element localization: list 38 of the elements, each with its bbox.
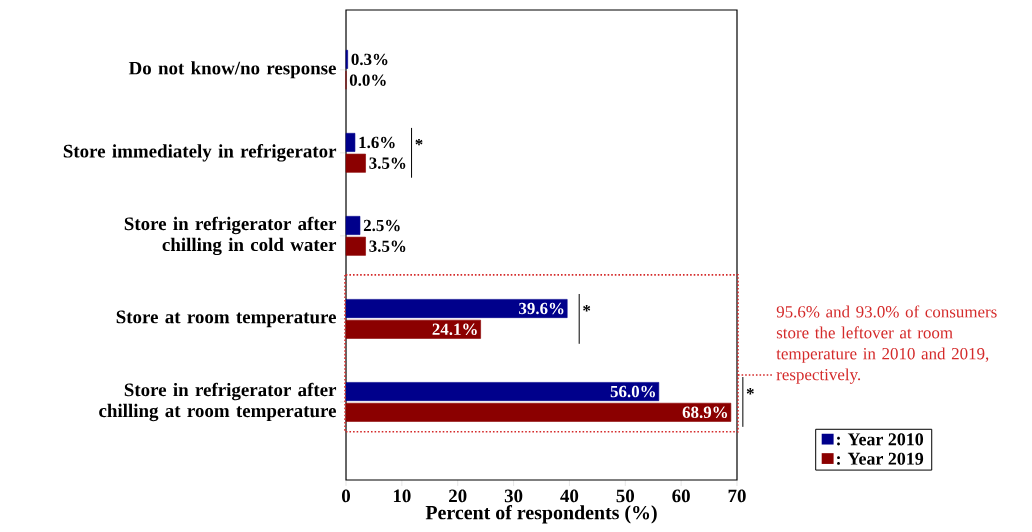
data-label: 56.0% [610,385,656,398]
y-tick-label: Store at room temperature [116,310,336,328]
bar [345,402,732,422]
x-tick-label: 70 [728,489,746,503]
legend-label: : Year 2019 [837,452,924,465]
bar [345,319,481,339]
data-label: 1.6% [359,136,395,149]
data-label: 24.1% [432,323,477,336]
x-tick-label: 50 [616,489,635,503]
x-tick-label: 20 [449,489,467,503]
y-tick-label: Store immediately in refrigerator [63,144,337,162]
x-tick-label: 60 [672,489,690,503]
text: 95.6% and 93.0% of consumers store the leftover at room temperature in 2010 and 2019, respectively. [776,305,997,384]
data-label: 3.5% [369,157,406,169]
annotation: * [746,388,754,395]
bar [345,382,660,401]
x-tick-label: 30 [504,489,523,503]
bar [345,133,356,152]
data-label: 0.3% [351,53,388,66]
annotation: * [583,305,591,312]
x-tick-label: 40 [560,489,579,503]
x-tick-label: 10 [393,489,411,503]
x-tick-label: 0 [341,489,351,503]
x-axis-title: Percent of respondents (%) [425,505,657,524]
data-label: 2.5% [363,219,400,232]
legend-label: : Year 2010 [837,433,924,446]
bar [345,236,366,256]
data-label: 0.0% [349,74,386,86]
annotation: * [415,138,423,146]
data-label: 3.5% [369,240,406,252]
data-label: 68.9% [682,406,728,419]
bar [345,153,366,173]
bar [345,299,568,318]
y-tick-label: Do not know/no response [128,61,336,79]
data-label: 39.6% [519,302,564,315]
y-tick-label: Store in refrigerator after chilling in cold water [124,216,337,256]
bar [345,216,361,235]
y-tick-label: Store in refrigerator after chilling at room temperature [99,382,337,422]
